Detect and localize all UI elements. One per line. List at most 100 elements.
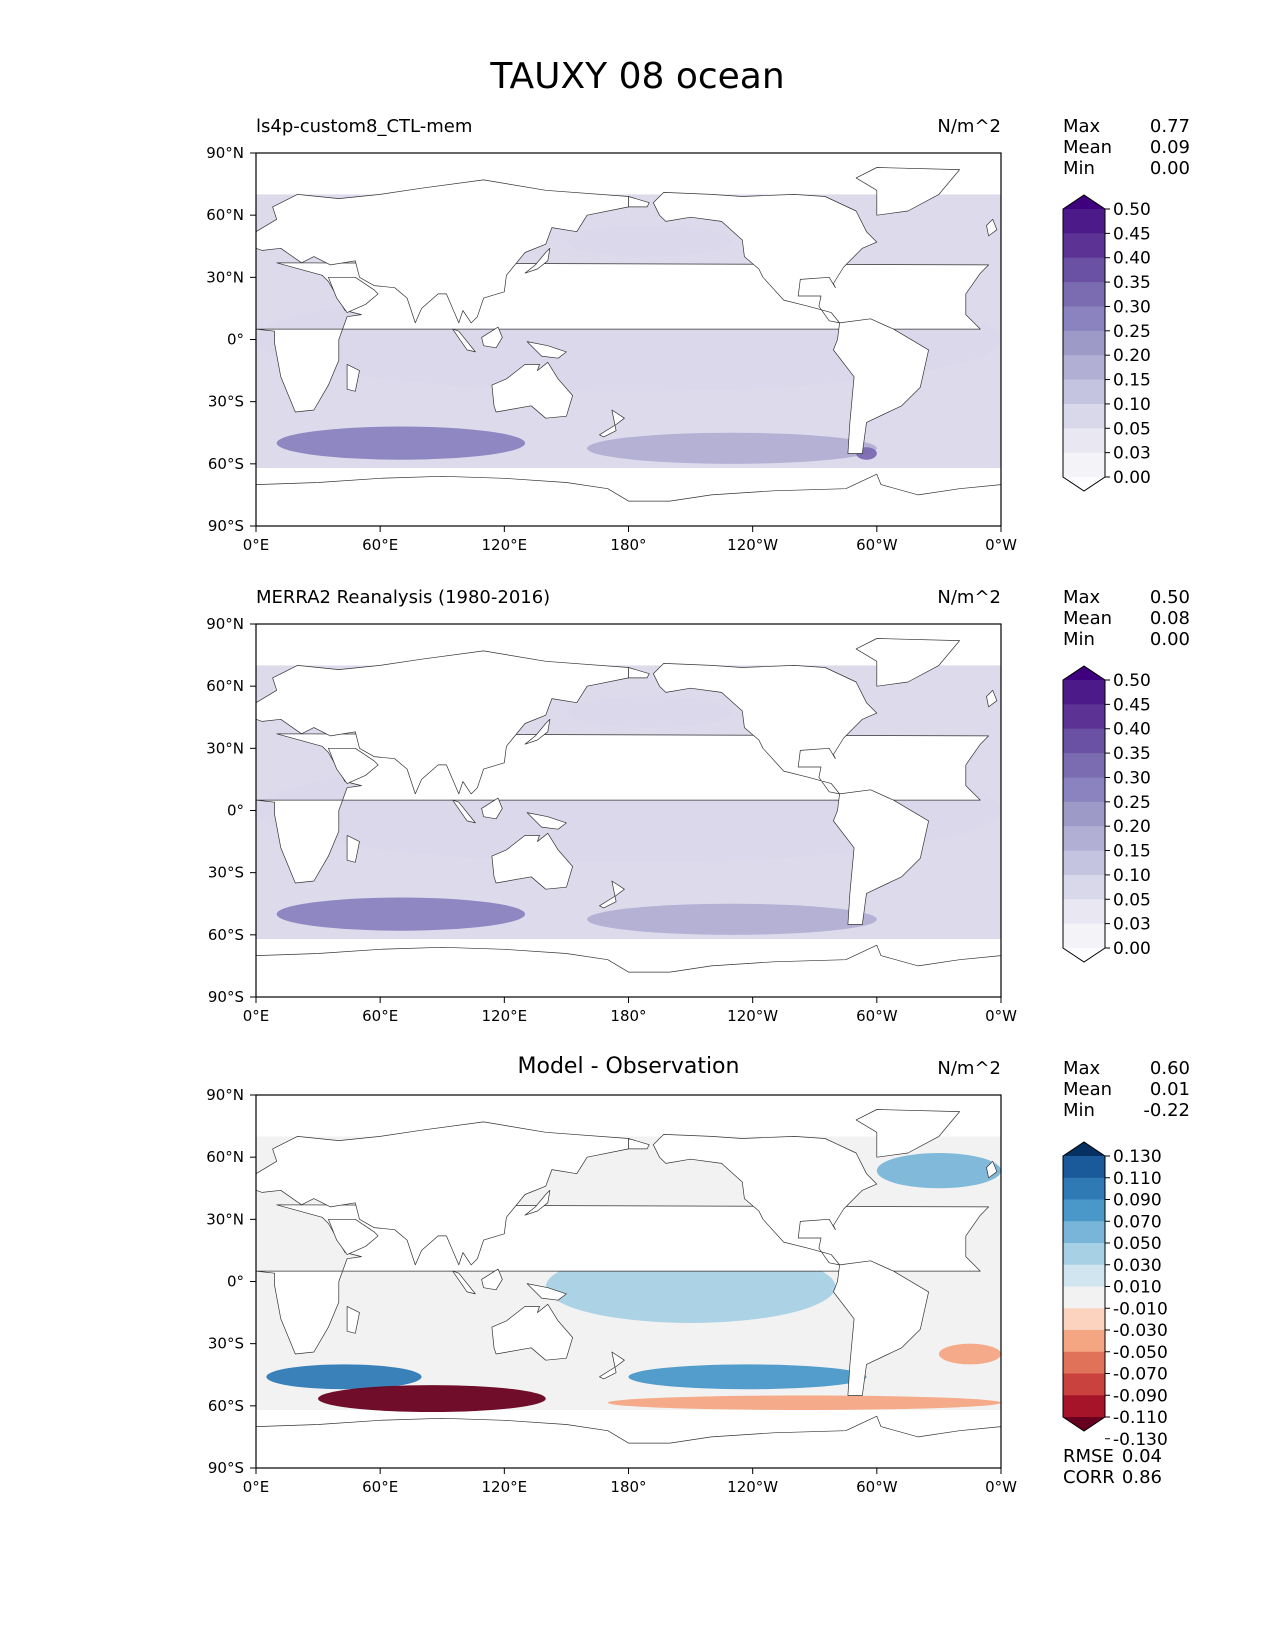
y-tick-label: 60°S <box>208 455 244 473</box>
colorbar-segment <box>1063 1373 1105 1396</box>
x-tick-label: 120°W <box>727 536 778 554</box>
max-label: Max <box>1063 1058 1101 1079</box>
colorbar-segment <box>1063 233 1105 259</box>
field-region <box>566 225 732 257</box>
colorbar-label: -0.090 <box>1113 1386 1168 1406</box>
figure-title: TAUXY 08 ocean <box>490 56 785 97</box>
panel-units: N/m^2 <box>937 1058 1001 1079</box>
y-tick-label: 30°S <box>208 393 244 411</box>
field-region <box>587 903 877 935</box>
mean-value: 0.09 <box>1149 137 1190 158</box>
mean-value: 0.08 <box>1149 608 1190 629</box>
colorbar-label: 0.45 <box>1113 224 1151 244</box>
colorbar-segment <box>1063 209 1105 234</box>
colorbar-label: 0.15 <box>1113 371 1151 391</box>
coastline <box>833 318 929 454</box>
coastline <box>452 1270 476 1295</box>
colorbar-segment <box>1063 777 1105 803</box>
field-region <box>266 1364 422 1390</box>
x-tick-label: 0°E <box>243 1007 270 1025</box>
colorbar-segment <box>1063 801 1105 827</box>
max-value: 0.77 <box>1149 116 1190 137</box>
coastline <box>652 663 878 795</box>
colorbar-label: 0.03 <box>1113 915 1151 935</box>
coastline <box>524 718 551 745</box>
colorbar-segment <box>1063 680 1105 705</box>
coastline <box>833 1260 929 1396</box>
coastline <box>452 799 476 824</box>
y-tick-label: 30°N <box>206 268 244 286</box>
colorbar-extend-bottom <box>1063 948 1105 962</box>
coastline <box>628 196 650 208</box>
colorbar-segment <box>1063 282 1105 307</box>
y-tick-label: 60°S <box>208 926 244 944</box>
map-field <box>256 1109 1001 1468</box>
coastline <box>481 326 503 349</box>
coastline <box>256 1415 1001 1468</box>
panel-title: MERRA2 Reanalysis (1980-2016) <box>256 587 551 608</box>
x-tick-label: 120°E <box>482 536 528 554</box>
colorbar-segment <box>1063 1221 1105 1244</box>
x-tick-label: 120°E <box>482 1478 528 1496</box>
colorbar-label: 0.40 <box>1113 720 1151 740</box>
mean-label: Mean <box>1063 608 1113 629</box>
colorbar-segment <box>1063 874 1105 900</box>
mean-label: Mean <box>1063 1079 1113 1100</box>
coastline <box>328 747 379 784</box>
colorbar-segment <box>1063 850 1105 876</box>
coastline <box>524 1189 551 1216</box>
colorbar-segment <box>1063 1286 1105 1309</box>
colorbar-label: 0.20 <box>1113 817 1151 837</box>
coastline <box>481 1268 503 1291</box>
colorbar-label: 0.35 <box>1113 273 1151 293</box>
coastline <box>524 247 551 274</box>
x-tick-label: 0°E <box>243 1478 270 1496</box>
colorbar-label: -0.050 <box>1113 1343 1168 1363</box>
mean-value: 0.01 <box>1149 1079 1190 1100</box>
field-region <box>607 1395 1001 1410</box>
coastline <box>346 835 360 863</box>
panel-title: ls4p-custom8_CTL-mem <box>256 116 473 137</box>
coastline <box>652 192 878 324</box>
map-field <box>256 638 1001 997</box>
y-tick-label: 90°S <box>208 517 244 535</box>
colorbar-segment <box>1063 753 1105 778</box>
colorbar-label: 0.03 <box>1113 444 1151 464</box>
field-region <box>276 897 526 931</box>
colorbar-extend-top <box>1063 195 1105 209</box>
colorbar-label: 0.50 <box>1113 200 1151 220</box>
y-tick-label: 0° <box>227 331 244 349</box>
coastline <box>855 167 960 216</box>
colorbar-label: 0.00 <box>1113 939 1151 959</box>
colorbar-label: 0.20 <box>1113 346 1151 366</box>
map-plot: 0°E 60°E 120°E 180° 120°W 60°W 0°W 90°N 60°N 30°N… <box>206 1086 1168 1496</box>
y-tick-label: 30°S <box>208 864 244 882</box>
colorbar-label: -0.070 <box>1113 1365 1168 1385</box>
colorbar-extend-top <box>1063 1142 1105 1156</box>
colorbar: 0.1300.1100.0900.0700.0500.0300.010-0.01… <box>1062 1141 1168 1450</box>
colorbar-extend-top <box>1063 666 1105 680</box>
colorbar-segment <box>1063 1156 1105 1179</box>
y-tick-label: 60°S <box>208 1397 244 1415</box>
colorbar-label: -0.110 <box>1113 1408 1168 1428</box>
y-tick-label: 90°S <box>208 1459 244 1477</box>
coastline <box>599 409 625 438</box>
y-tick-label: 90°S <box>208 988 244 1006</box>
corr-value: 0.86 <box>1121 1467 1162 1488</box>
coastline <box>256 650 629 795</box>
min-value: 0.00 <box>1149 158 1190 179</box>
colorbar-label: 0.070 <box>1113 1212 1162 1232</box>
corr-label: CORR <box>1063 1467 1115 1488</box>
colorbar-segment <box>1063 330 1105 356</box>
colorbar: 0.50 0.45 0.40 0.35 0.30 0.25 0.20 0.15 0.10 0.05… <box>1062 665 1151 963</box>
colorbar-label: 0.05 <box>1113 890 1151 910</box>
colorbar-label: 0.010 <box>1113 1278 1162 1298</box>
y-tick-label: 60°N <box>206 677 244 695</box>
max-value: 0.50 <box>1149 587 1190 608</box>
coastline <box>256 1121 629 1266</box>
y-tick-label: 30°N <box>206 1210 244 1228</box>
min-label: Min <box>1063 1100 1095 1121</box>
colorbar-label: 0.10 <box>1113 395 1151 415</box>
y-tick-label: 0° <box>227 1273 244 1291</box>
y-tick-label: 90°N <box>206 1086 244 1104</box>
